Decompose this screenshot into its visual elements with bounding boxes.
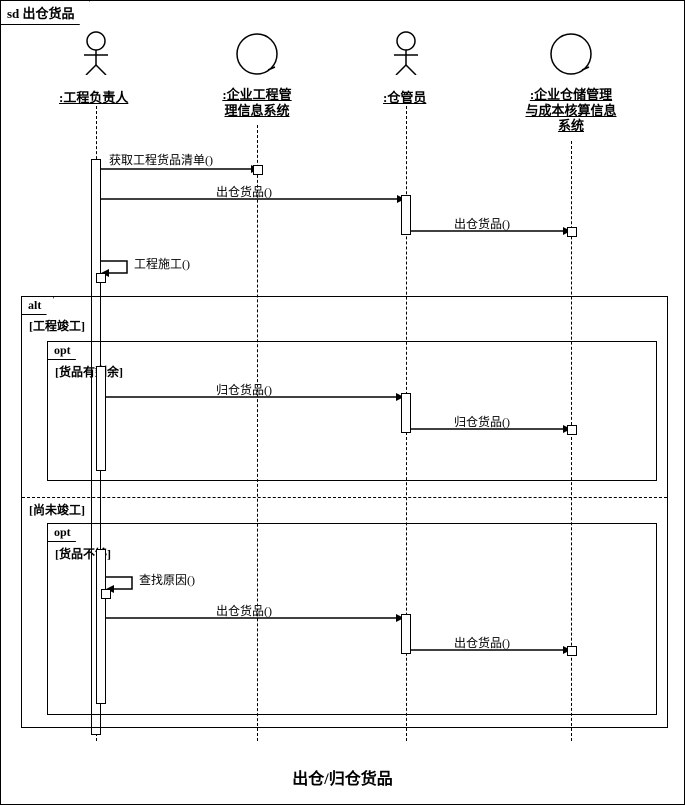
lifeline-head-l3 [386, 31, 426, 80]
frag-tab-alt: alt [21, 296, 54, 315]
activation-l1-self2 [101, 589, 111, 599]
msg-m9: 出仓货品() [454, 634, 510, 651]
activation-l4-m3 [567, 227, 577, 237]
guard-alt1: [工程竣工] [29, 317, 85, 334]
guard-alt2: [尚未竣工] [29, 501, 85, 518]
msg-m5: 归仓货品() [216, 381, 272, 398]
lifeline-head-l1 [76, 31, 116, 80]
msg-m1: 获取工程货品清单() [109, 151, 213, 168]
msg-m7: 查找原因() [139, 571, 195, 588]
frame-label: sd 出仓货品 [1, 1, 90, 25]
actor-icon [76, 31, 116, 75]
msg-m6: 归仓货品() [454, 413, 510, 430]
frag-tab-opt1: opt [47, 341, 84, 360]
activation-l3-m5 [401, 393, 411, 433]
actor-icon [386, 31, 426, 75]
msg-m8: 出仓货品() [216, 602, 272, 619]
activation-l3-m2 [401, 195, 411, 235]
guard-opt1: [货品有剩余] [55, 363, 123, 380]
object-icon [547, 33, 595, 77]
activation-l4-m6 [567, 425, 577, 435]
lifeline-head-l4 [547, 33, 595, 82]
activation-l1-opt2 [96, 549, 106, 704]
lifeline-label-l3: :仓管员 [383, 87, 426, 106]
lifeline-label-l1: :工程负责人 [59, 87, 128, 106]
msg-m2: 出仓货品() [216, 183, 272, 200]
activation-l1-self1 [96, 273, 106, 283]
frag-tab-opt2: opt [47, 523, 84, 542]
sequence-diagram: sd 出仓货品 :工程负责人 :企业工程管理信息系统 :仓管员 [0, 0, 685, 805]
lifeline-label-l2: :企业工程管理信息系统 [217, 87, 297, 118]
activation-l2-m1 [253, 165, 263, 175]
fragment-opt1: opt [47, 341, 657, 481]
msg-m4: 工程施工() [134, 255, 190, 272]
alt-separator [22, 497, 667, 498]
diagram-title: 出仓/归仓货品 [1, 765, 684, 789]
activation-l3-m8 [401, 614, 411, 654]
activation-l1-opt1 [96, 366, 106, 471]
lifeline-head-l2 [233, 33, 281, 82]
lifeline-label-l4: :企业仓储管理与成本核算信息系统 [525, 87, 617, 134]
object-icon [233, 33, 281, 77]
activation-l4-m9 [567, 646, 577, 656]
msg-m3: 出仓货品() [454, 215, 510, 232]
